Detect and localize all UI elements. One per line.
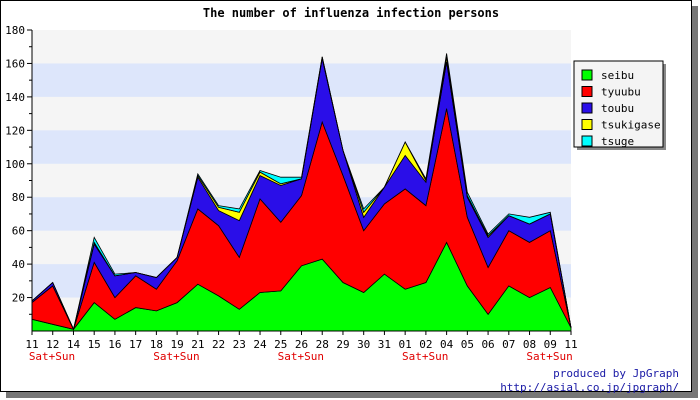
legend-label-tyuubu: tyuubu (601, 86, 641, 99)
legend: seibu tyuubu toubu tsukigase tsuge (573, 60, 666, 150)
x-tick-label: 16 (108, 338, 121, 351)
x-tick-label: 11 (564, 338, 577, 351)
chart-frame: The number of influenza infection person… (0, 0, 692, 394)
legend-label-seibu: seibu (601, 69, 634, 82)
x-tick-label: 19 (170, 338, 183, 351)
x-tick-label: 25 (274, 338, 287, 351)
x-tick-label: 02 (419, 338, 432, 351)
grid-band (32, 130, 571, 164)
legend-label-tsuge: tsuge (601, 135, 634, 148)
y-tick-label: 160 (5, 57, 25, 70)
x-tick-label: 01 (399, 338, 412, 351)
x-tick-label: 24 (253, 338, 267, 351)
stacked-areas (31, 53, 572, 332)
x-tick-label: 23 (233, 338, 246, 351)
x-tick-label: 31 (378, 338, 391, 351)
legend-swatch-tsukigase (581, 119, 593, 130)
credit-produced-by: produced by JpGraph (553, 367, 679, 380)
area-tsuge (31, 53, 572, 331)
x-tick-label: 17 (129, 338, 142, 351)
x-tick-label: 08 (523, 338, 536, 351)
y-tick-label: 40 (12, 258, 25, 271)
y-tick-label: 80 (12, 191, 25, 204)
x-tick-label: 30 (357, 338, 370, 351)
y-tick-label: 120 (5, 124, 25, 137)
legend-swatch-tyuubu (581, 86, 593, 97)
chart-svg: The number of influenza infection person… (5, 6, 666, 363)
x-tick-label: 07 (502, 338, 515, 351)
x-tick-label: 26 (295, 338, 308, 351)
weekend-label: Sat+Sun (278, 350, 324, 363)
grid-band (32, 63, 571, 97)
y-tick-label: 20 (12, 292, 25, 305)
legend-label-tsukigase: tsukigase (601, 119, 661, 132)
x-tick-label: 12 (46, 338, 59, 351)
x-tick-label: 22 (212, 338, 225, 351)
weekend-label: Sat+Sun (526, 350, 572, 363)
x-tick-label: 05 (461, 338, 474, 351)
legend-label-toubu: toubu (601, 102, 634, 115)
x-tick-label: 21 (191, 338, 204, 351)
weekend-label: Sat+Sun (402, 350, 448, 363)
x-tick-label: 04 (440, 338, 454, 351)
legend-swatch-toubu (581, 102, 593, 114)
x-tick-label: 11 (25, 338, 38, 351)
x-tick-label: 29 (336, 338, 349, 351)
y-tick-label: 180 (5, 24, 25, 37)
legend-swatch-tsuge (581, 135, 593, 147)
x-tick-label: 15 (88, 338, 101, 351)
weekend-label: Sat+Sun (153, 350, 199, 363)
y-tick-label: 60 (12, 225, 25, 238)
x-tick-label: 09 (544, 338, 557, 351)
axes: 20 40 60 80 100 120 140 160 180 11 12 14 15 16 17 18 19 2… (5, 24, 578, 363)
y-tick-label: 140 (5, 91, 25, 104)
x-tick-label: 28 (316, 338, 329, 351)
x-tick-label: 06 (481, 338, 494, 351)
weekend-label: Sat+Sun (29, 350, 75, 363)
x-tick-label: 14 (67, 338, 81, 351)
chart-title: The number of influenza infection person… (203, 6, 499, 20)
legend-swatch-seibu (581, 69, 593, 81)
credit-url[interactable]: http://asial.co.jp/jpgraph/ (500, 381, 679, 394)
y-tick-label: 100 (5, 158, 25, 171)
x-tick-label: 18 (150, 338, 163, 351)
